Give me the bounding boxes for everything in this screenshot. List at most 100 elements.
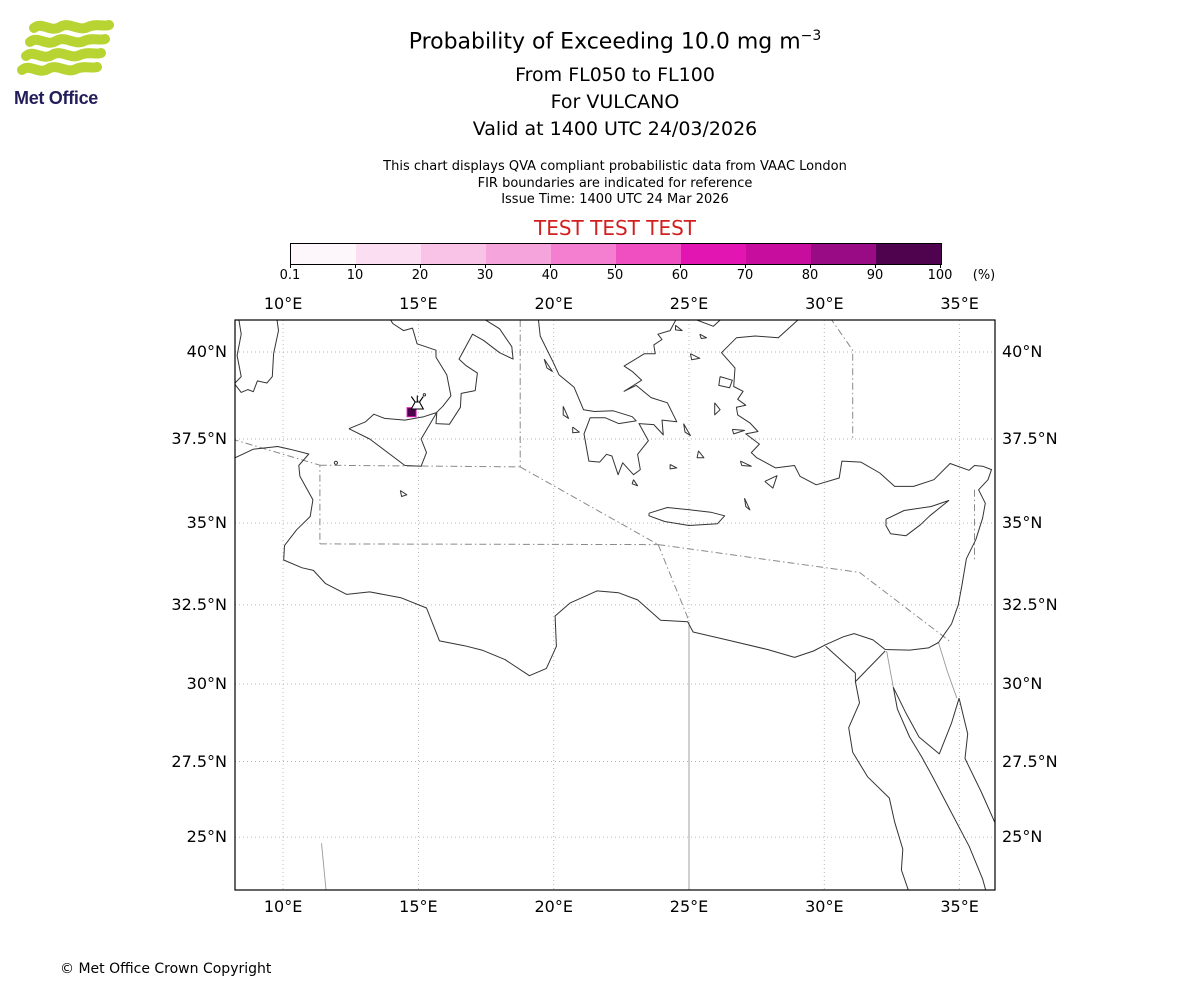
fir-boundary bbox=[319, 464, 521, 468]
met-office-logo: Met Office bbox=[14, 20, 134, 109]
chart-title-text: Probability of Exceeding 10.0 mg m bbox=[408, 29, 801, 55]
colorbar-tick-label: 100 bbox=[927, 268, 953, 283]
colorbar-tick-label: 30 bbox=[476, 268, 494, 283]
coastline bbox=[699, 333, 708, 339]
fir-boundary bbox=[519, 466, 659, 546]
volcano-eruption-icon bbox=[410, 395, 425, 410]
lat-label-right: 37.5°N bbox=[1002, 428, 1058, 448]
coastline bbox=[669, 464, 678, 470]
lat-label-left: 27.5°N bbox=[171, 751, 227, 771]
lon-label-bottom: 35°E bbox=[940, 897, 979, 916]
colorbar-segment bbox=[746, 244, 811, 264]
map-layers bbox=[235, 320, 995, 890]
colorbar-segment bbox=[616, 244, 681, 264]
coastline bbox=[537, 320, 721, 476]
colorbar-segment bbox=[486, 244, 551, 264]
lat-label-left: 30°N bbox=[186, 674, 227, 694]
lon-label-top: 25°E bbox=[669, 294, 709, 313]
met-office-logo-graphic bbox=[17, 20, 114, 76]
lat-label-right: 30°N bbox=[1002, 674, 1043, 694]
island-pantelleria bbox=[333, 460, 338, 465]
colorbar-tickmark bbox=[680, 264, 681, 268]
lon-label-top: 20°E bbox=[534, 294, 573, 313]
lon-label-bottom: 10°E bbox=[263, 897, 303, 916]
colorbar-tick-label: 10 bbox=[346, 268, 364, 283]
test-banner: TEST TEST TEST bbox=[533, 216, 696, 240]
map-border bbox=[234, 319, 996, 891]
coastline bbox=[399, 490, 408, 497]
lon-label-top: 10°E bbox=[263, 294, 303, 313]
lon-label-top: 35°E bbox=[940, 294, 979, 313]
coastline bbox=[718, 376, 733, 389]
coastline bbox=[696, 450, 705, 459]
country-border bbox=[321, 843, 327, 890]
lat-label-left: 25°N bbox=[186, 827, 227, 847]
lat-label-left: 32.5°N bbox=[171, 594, 227, 614]
lat-label-left: 37.5°N bbox=[171, 428, 227, 448]
colorbar-tick-label: 70 bbox=[736, 268, 754, 283]
colorbar-tick-label: 90 bbox=[866, 268, 884, 283]
colorbar-tickmark bbox=[940, 264, 941, 268]
colorbar-tick-label: 50 bbox=[606, 268, 624, 283]
coastline bbox=[235, 320, 279, 393]
coastline bbox=[892, 687, 987, 890]
coastline bbox=[562, 406, 570, 419]
lon-label-top: 30°E bbox=[805, 294, 844, 313]
copyright-text: © Met Office Crown Copyright bbox=[60, 961, 272, 977]
chart-title: Probability of Exceeding 10.0 mg m−3 bbox=[100, 28, 1130, 54]
colorbar-segment bbox=[876, 244, 941, 264]
colorbar-tickmark bbox=[355, 264, 356, 268]
colorbar-segment bbox=[291, 244, 356, 264]
colorbar-tickmark bbox=[550, 264, 551, 268]
lon-label-bottom: 30°E bbox=[805, 897, 844, 916]
colorbar-segment bbox=[421, 244, 486, 264]
lat-label-right: 40°N bbox=[1002, 341, 1043, 361]
coastline bbox=[731, 428, 745, 435]
coastline bbox=[689, 353, 701, 361]
colorbar-tick-label: 0.1 bbox=[279, 268, 301, 283]
coastline bbox=[631, 479, 639, 487]
lon-label-bottom: 20°E bbox=[534, 897, 573, 916]
coastline bbox=[739, 460, 752, 467]
probability-colorbar bbox=[290, 243, 942, 265]
coastline bbox=[764, 475, 778, 489]
colorbar-segment bbox=[356, 244, 421, 264]
coastline bbox=[848, 681, 909, 890]
fir-boundary bbox=[235, 439, 321, 544]
coastline bbox=[235, 320, 992, 677]
lat-label-left: 35°N bbox=[186, 513, 227, 533]
met-office-logo-text: Met Office bbox=[14, 88, 99, 108]
coastline bbox=[390, 320, 514, 425]
lon-label-bottom: 15°E bbox=[399, 897, 438, 916]
lat-label-left: 40°N bbox=[186, 341, 227, 361]
volcano-line: For VULCANO bbox=[550, 91, 680, 113]
valid-time-line: Valid at 1400 UTC 24/03/2026 bbox=[472, 118, 758, 140]
colorbar-tickmark bbox=[290, 264, 291, 268]
colorbar-unit-label: (%) bbox=[972, 268, 996, 283]
fir-boundary bbox=[831, 320, 854, 439]
lat-label-right: 35°N bbox=[1002, 513, 1043, 533]
lat-label-right: 25°N bbox=[1002, 827, 1043, 847]
qva-compliance-note: This chart displays QVA compliant probab… bbox=[383, 159, 847, 174]
coastline bbox=[714, 402, 721, 416]
issue-time-note: Issue Time: 1400 UTC 24 Mar 2026 bbox=[501, 192, 729, 207]
colorbar-tickmark bbox=[745, 264, 746, 268]
coastline bbox=[885, 500, 950, 537]
colorbar-tickmark bbox=[485, 264, 486, 268]
colorbar-tickmark bbox=[810, 264, 811, 268]
country-border bbox=[938, 642, 958, 699]
coastline bbox=[683, 423, 691, 437]
fir-boundary bbox=[658, 544, 951, 642]
coastline bbox=[892, 687, 960, 755]
coastline bbox=[572, 426, 580, 434]
coastline bbox=[348, 412, 438, 467]
colorbar-segment bbox=[681, 244, 746, 264]
colorbar-tickmark bbox=[420, 264, 421, 268]
coastline bbox=[675, 324, 683, 332]
coastline bbox=[958, 698, 995, 824]
lat-label-right: 32.5°N bbox=[1002, 594, 1058, 614]
lon-label-bottom: 25°E bbox=[669, 897, 709, 916]
fir-boundary bbox=[319, 543, 659, 546]
